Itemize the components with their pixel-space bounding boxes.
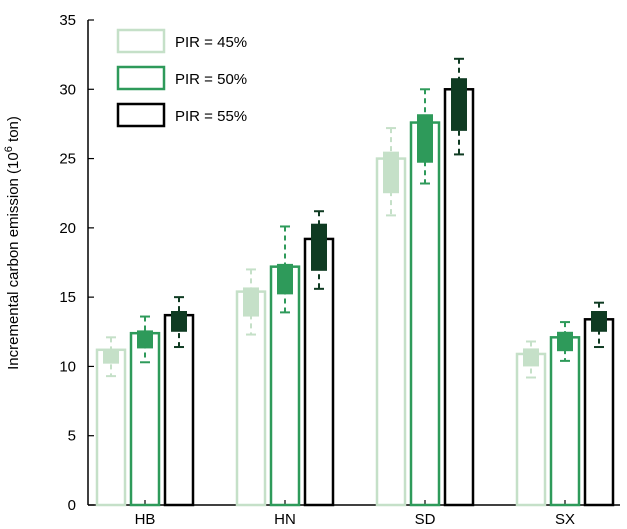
box-HB-2 — [171, 311, 187, 332]
y-tick-label: 10 — [59, 358, 76, 375]
y-tick-label: 20 — [59, 220, 76, 237]
box-HN-0 — [243, 287, 259, 317]
bar-HB-1 — [129, 331, 161, 507]
x-tick-label: SD — [415, 511, 436, 528]
legend-swatch — [116, 102, 166, 128]
bar-HB-0 — [95, 348, 127, 507]
y-tick-label: 0 — [68, 497, 76, 514]
legend-swatch — [116, 28, 166, 54]
bar-SX-1 — [549, 336, 581, 507]
y-tick-label: 5 — [68, 428, 76, 445]
box-SX-0 — [523, 348, 539, 367]
box-SX-1 — [557, 331, 573, 352]
box-SD-1 — [417, 114, 433, 163]
x-tick-label: HB — [135, 511, 156, 528]
y-tick-label: 30 — [59, 81, 76, 98]
y-tick-label: 35 — [59, 12, 76, 29]
x-tick-label: HN — [274, 511, 296, 528]
box-HB-1 — [137, 330, 153, 349]
x-tick-label: SX — [555, 511, 575, 528]
box-HB-0 — [103, 349, 119, 364]
legend-label: PIR = 50% — [175, 71, 247, 88]
y-tick-label: 15 — [59, 289, 76, 306]
box-HN-2 — [311, 223, 327, 271]
legend-label: PIR = 45% — [175, 34, 247, 51]
legend: PIR = 45% PIR = 50% PIR = 55% — [116, 28, 247, 128]
box-SD-0 — [383, 151, 399, 194]
box-SD-2 — [451, 78, 467, 131]
legend-label: PIR = 55% — [175, 108, 247, 125]
plot-area: 0 5 10 15 20 25 30 35 HB HN SD SX — [59, 12, 620, 528]
y-axis-label: Incremental carbon emission (106 ton) — [3, 116, 22, 370]
legend-swatch — [116, 65, 166, 91]
box-HN-1 — [277, 263, 293, 295]
box-SX-2 — [591, 311, 607, 332]
y-tick-label: 25 — [59, 151, 76, 168]
